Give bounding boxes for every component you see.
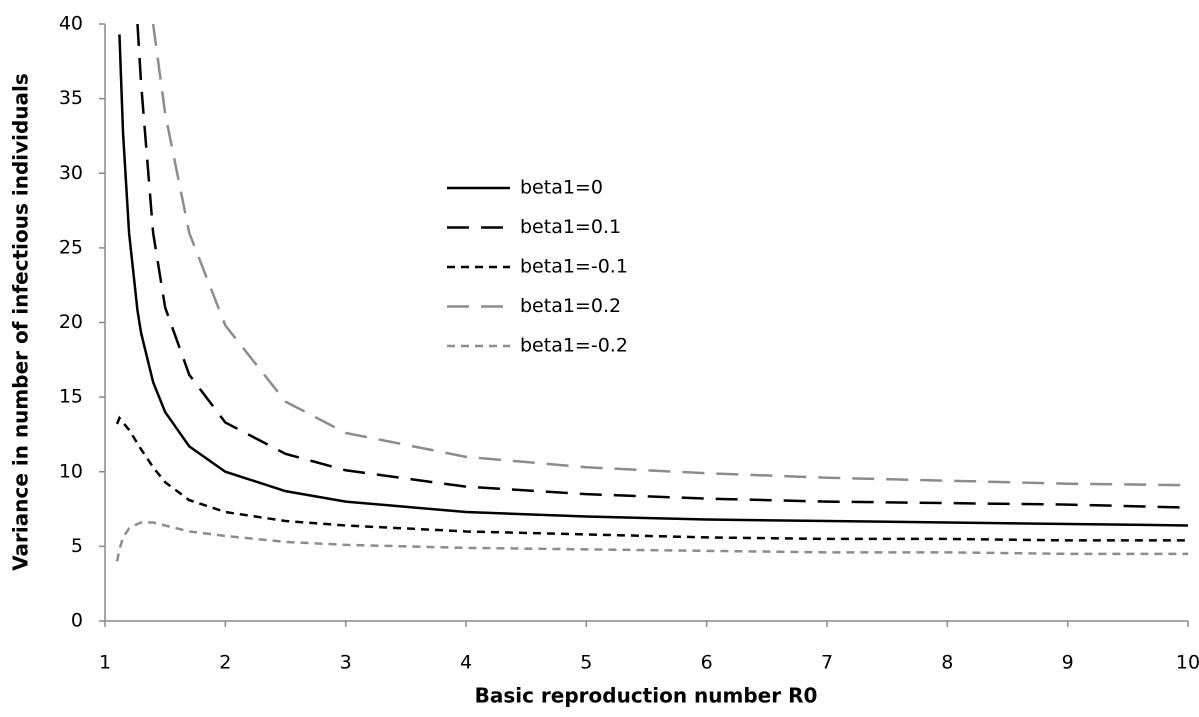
- y-tick-label: 20: [59, 311, 83, 333]
- series-line: [136, 23, 1189, 509]
- series-line: [151, 23, 1189, 487]
- x-tick-label: 9: [1062, 652, 1074, 674]
- legend-label: beta1=0: [520, 177, 603, 199]
- y-tick-label: 35: [59, 87, 83, 109]
- series-line: [118, 34, 1189, 527]
- y-tick-label: 30: [59, 162, 83, 184]
- series-line: [115, 415, 1188, 542]
- legend-label: beta1=-0.2: [520, 335, 628, 357]
- y-tick-label: 10: [59, 460, 83, 482]
- legend-label: beta1=0.2: [520, 295, 621, 317]
- x-axis-title: Basic reproduction number R0: [475, 684, 818, 708]
- y-tick-label: 25: [59, 236, 83, 258]
- x-tick-label: 6: [701, 652, 713, 674]
- x-tick-label: 8: [941, 652, 953, 674]
- x-tick-label: 1: [99, 652, 111, 674]
- y-tick-label: 40: [59, 13, 83, 35]
- series-line: [115, 521, 1188, 562]
- x-tick-label: 7: [821, 652, 833, 674]
- legend-label: beta1=-0.1: [520, 256, 628, 278]
- x-tick-label: 3: [340, 652, 352, 674]
- x-tick-label: 4: [460, 652, 472, 674]
- y-axis-title: Variance in number of infectious individ…: [9, 73, 33, 571]
- x-tick-label: 2: [219, 652, 231, 674]
- y-tick-label: 0: [71, 610, 83, 632]
- x-tick-label: 10: [1176, 652, 1199, 674]
- x-tick-label: 5: [580, 652, 592, 674]
- y-tick-label: 15: [59, 386, 83, 408]
- legend-label: beta1=0.1: [520, 216, 621, 238]
- y-tick-label: 5: [71, 535, 83, 557]
